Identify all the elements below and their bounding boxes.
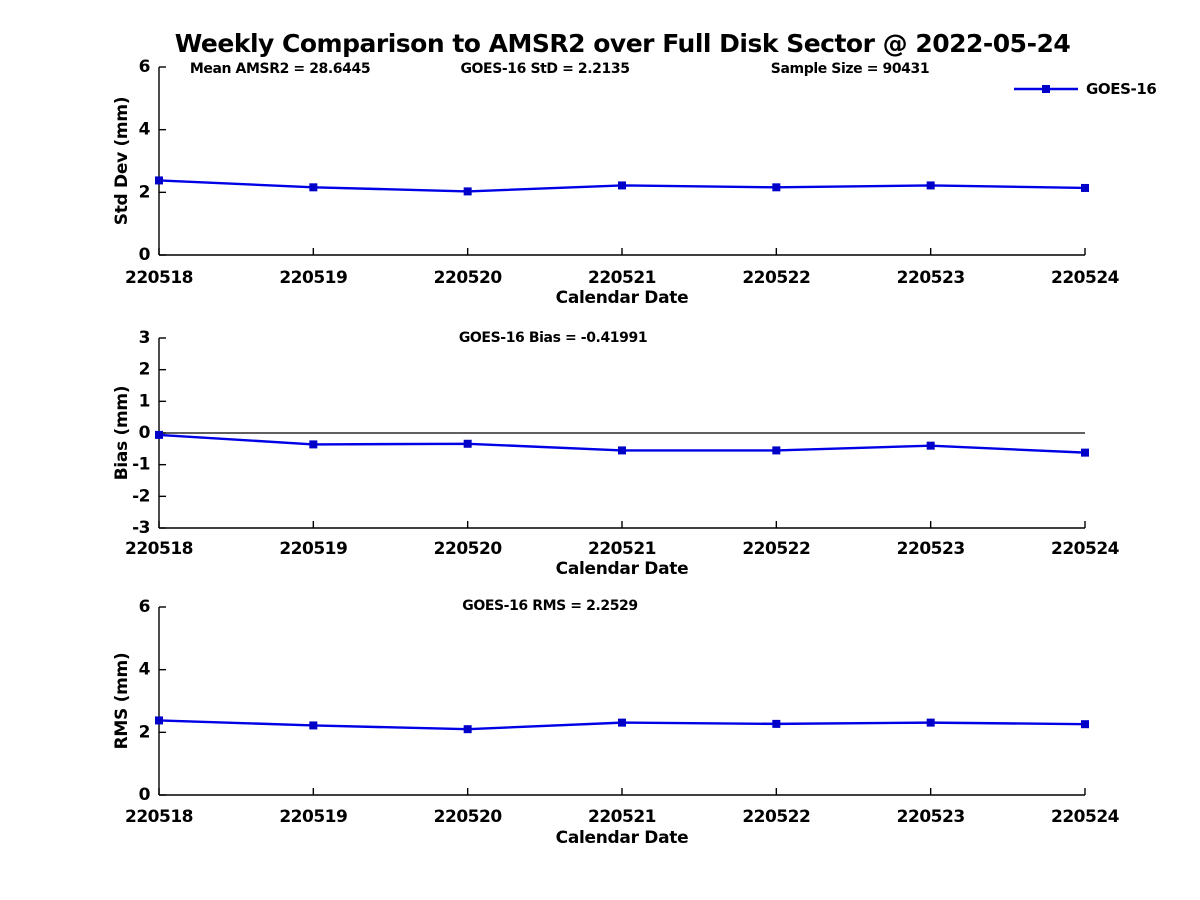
legend-label: GOES-16 <box>1086 80 1156 98</box>
legend: GOES-16 <box>1014 80 1157 98</box>
y-tick-label: 0 <box>139 245 151 265</box>
x-tick-label: 220523 <box>897 539 965 559</box>
annotation-text: Mean AMSR2 = 28.6445 <box>190 61 370 77</box>
data-point-marker <box>618 718 626 727</box>
x-axis-label: Calendar Date <box>556 288 689 308</box>
x-tick-label: 220518 <box>125 807 193 827</box>
data-point-marker <box>926 441 935 450</box>
y-tick-label: -1 <box>132 455 150 475</box>
data-point-marker <box>155 430 163 439</box>
x-tick-label: 220518 <box>125 268 193 288</box>
y-axis-label: RMS (mm) <box>112 653 132 750</box>
x-tick-label: 220523 <box>897 807 965 827</box>
data-point-marker <box>1081 448 1089 457</box>
x-tick-label: 220520 <box>434 807 503 827</box>
data-point-marker <box>463 187 472 196</box>
x-axis-label: Calendar Date <box>556 559 689 579</box>
data-point-marker <box>618 446 626 455</box>
annotation-text: GOES-16 RMS = 2.2529 <box>462 598 638 614</box>
data-point-marker <box>772 719 781 728</box>
data-point-marker <box>309 183 318 192</box>
annotation-text: GOES-16 Bias = -0.41991 <box>459 330 647 346</box>
y-tick-label: 1 <box>139 391 150 411</box>
x-tick-label: 220520 <box>434 539 503 559</box>
x-tick-label: 220522 <box>742 807 810 827</box>
annotation-text: Sample Size = 90431 <box>771 61 929 77</box>
y-tick-label: -3 <box>132 518 150 538</box>
annotation-text: GOES-16 StD = 2.2135 <box>460 61 629 77</box>
legend-marker-sample <box>1042 85 1050 93</box>
figure-title: Weekly Comparison to AMSR2 over Full Dis… <box>174 29 1071 58</box>
y-tick-label: 2 <box>139 722 150 742</box>
data-point-marker <box>155 176 163 185</box>
y-tick-label: 4 <box>139 120 151 140</box>
data-point-marker <box>309 721 318 730</box>
x-tick-label: 220518 <box>125 539 193 559</box>
x-tick-label: 220523 <box>897 268 965 288</box>
data-point-marker <box>926 718 935 727</box>
y-tick-label: 4 <box>139 660 151 680</box>
y-tick-label: 6 <box>139 57 150 77</box>
data-point-marker <box>926 181 935 190</box>
data-point-marker <box>1081 183 1089 192</box>
x-tick-label: 220519 <box>279 807 347 827</box>
data-point-marker <box>772 183 781 192</box>
x-tick-label: 220522 <box>742 268 810 288</box>
y-tick-label: 6 <box>139 597 150 617</box>
y-axis-label: Bias (mm) <box>112 386 132 481</box>
y-tick-label: -2 <box>132 486 150 506</box>
x-tick-label: 220524 <box>1051 807 1120 827</box>
data-point-marker <box>618 181 626 190</box>
x-tick-label: 220519 <box>279 539 347 559</box>
x-tick-label: 220522 <box>742 539 810 559</box>
data-point-marker <box>463 439 472 448</box>
x-tick-label: 220524 <box>1051 268 1120 288</box>
chart-stddev: 0 2 4 6 220518 220519 220520 220521 220522 220523… <box>112 57 1157 308</box>
y-tick-label: 3 <box>139 328 150 348</box>
x-tick-label: 220521 <box>588 268 656 288</box>
x-tick-label: 220521 <box>588 807 656 827</box>
chart-bias: -3 -2 -1 0 1 2 3 220518 220519 220520 220521 220522… <box>112 328 1120 579</box>
y-tick-label: 0 <box>139 785 151 805</box>
x-tick-label: 220524 <box>1051 539 1120 559</box>
data-point-marker <box>1081 720 1089 729</box>
data-point-marker <box>772 446 781 455</box>
x-axis-label: Calendar Date <box>556 828 689 848</box>
x-tick-label: 220520 <box>434 268 503 288</box>
data-point-marker <box>309 440 318 449</box>
data-point-marker <box>463 725 472 734</box>
y-tick-label: 2 <box>139 360 150 380</box>
y-tick-label: 2 <box>139 182 150 202</box>
x-tick-label: 220519 <box>279 268 347 288</box>
chart-rms: 0 2 4 6 220518 220519 220520 220521 220522 220523… <box>112 597 1120 848</box>
y-axis-label: Std Dev (mm) <box>112 97 132 225</box>
data-point-marker <box>155 716 163 725</box>
x-tick-label: 220521 <box>588 539 656 559</box>
y-tick-label: 0 <box>139 423 151 443</box>
